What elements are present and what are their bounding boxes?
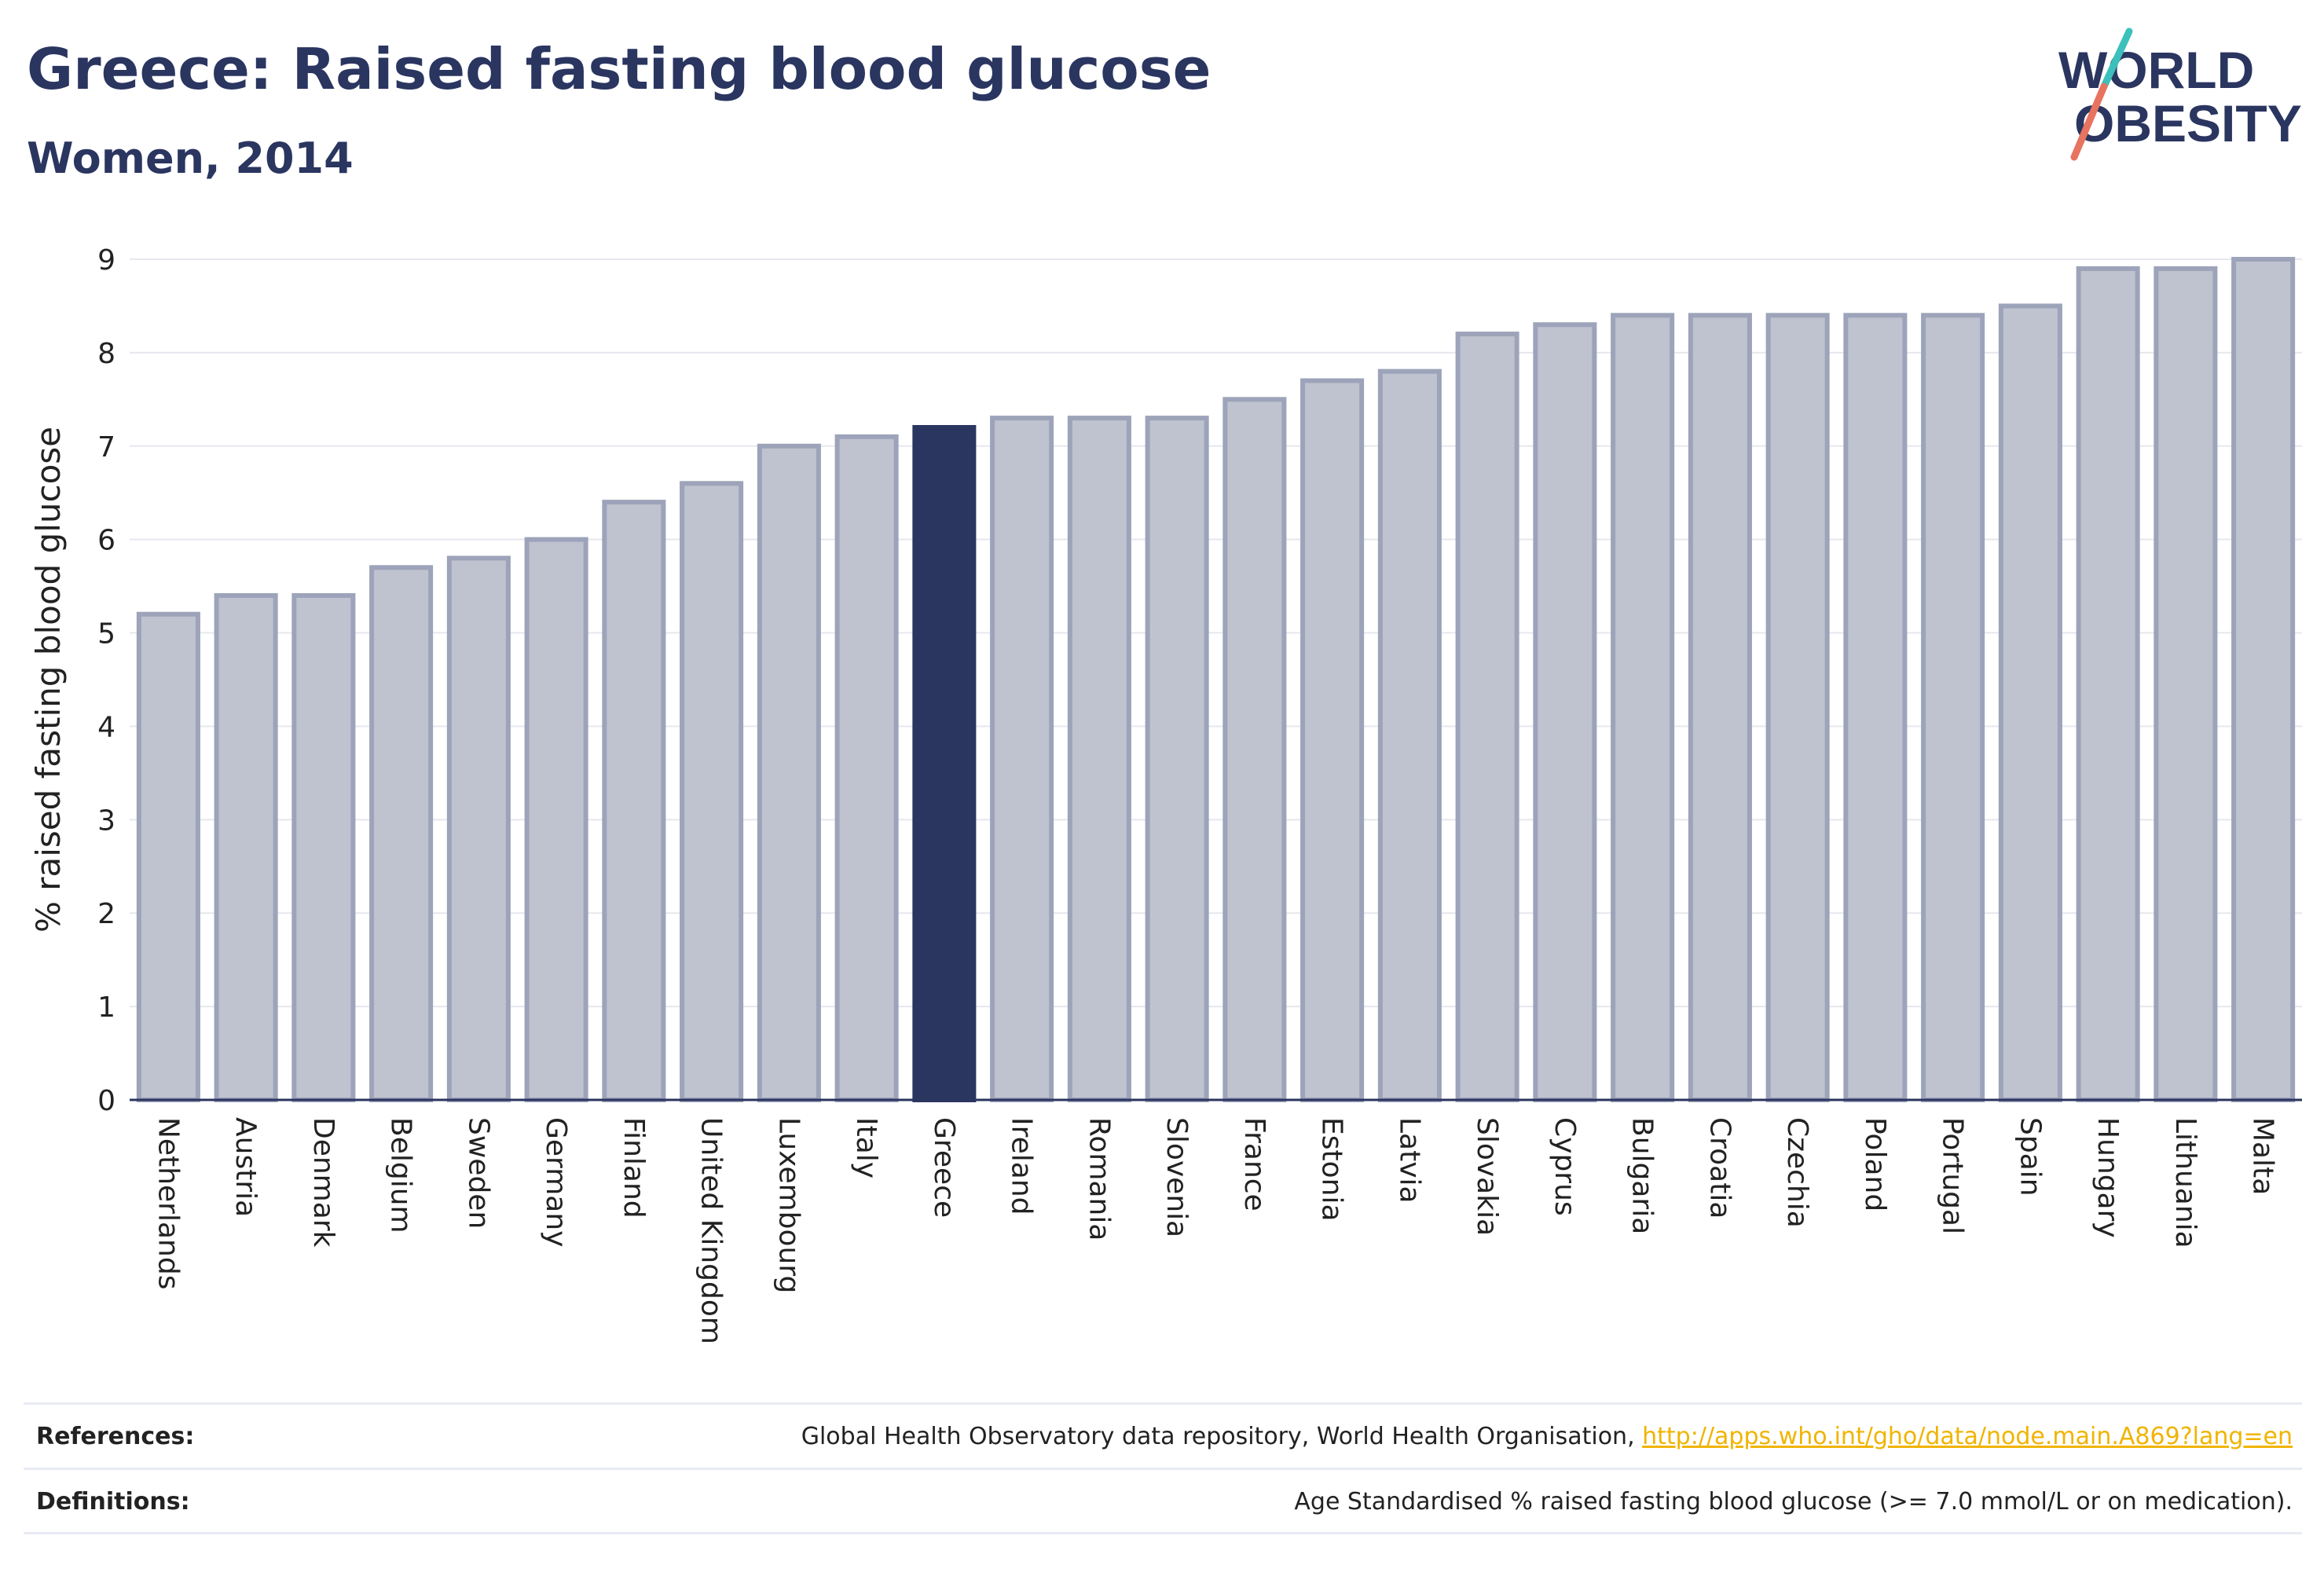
bar-portugal [1921,313,1985,1103]
x-tick-label: Denmark [307,1117,339,1248]
y-tick-labels: 0 1 2 3 4 5 6 7 8 9 [97,244,115,1117]
x-tick-label: Malta [2247,1117,2279,1195]
x-tick-label: Sweden [462,1117,494,1229]
bar-italy [834,434,899,1102]
y-tick-label: 1 [97,991,115,1024]
references-label: References: [36,1422,195,1450]
chart-subtitle: Women, 2014 [27,134,354,183]
bar-poland [1843,313,1908,1103]
x-tick-label: Italy [850,1117,882,1178]
bar-cyprus [1533,322,1597,1102]
definitions-label: Definitions: [36,1487,190,1516]
references-link[interactable]: http://apps.who.int/gho/data/node.main.A… [1642,1422,2293,1450]
x-tick-label: Croatia [1703,1117,1736,1219]
bar-estonia [1300,378,1365,1102]
x-tick-label: Spain [2014,1117,2046,1197]
x-tick-label: Hungary [2091,1117,2124,1238]
bar-bulgaria [1611,313,1675,1103]
bar-luxembourg [757,443,821,1102]
bar-france [1222,397,1287,1103]
logo-line2: OBESITY [2074,94,2302,152]
x-tick-label: Bulgaria [1626,1117,1659,1234]
bar-netherlands [136,611,200,1102]
x-tick-label: Portugal [1937,1117,1969,1234]
logo-slash-coral [2070,82,2108,161]
x-tick-label: Romania [1083,1117,1115,1241]
x-tick-label: Luxembourg [772,1117,805,1293]
y-tick-label: 2 [97,898,115,930]
x-tick-label: Estonia [1316,1117,1348,1222]
bar-lithuania [2154,266,2218,1102]
y-tick-label: 9 [97,244,115,277]
bar-belgium [369,565,434,1102]
x-tick-label: Ireland [1006,1117,1038,1215]
bar-croatia [1688,313,1752,1103]
logo-slash-teal [2100,27,2133,90]
y-tick-label: 7 [97,431,115,464]
x-tick-label: Finland [618,1117,650,1219]
bar-sweden [446,555,511,1102]
bar-latvia [1377,368,1442,1102]
x-tick-label: Cyprus [1549,1117,1581,1216]
x-tick-label: Netherlands [152,1117,184,1289]
x-tick-label: Lithuania [2169,1117,2201,1248]
y-tick-label: 3 [97,804,115,837]
x-tick-label: France [1238,1117,1270,1211]
y-tick-label: 5 [97,618,115,651]
bar-slovakia [1455,332,1519,1103]
x-tick-label: Latvia [1393,1117,1425,1204]
bar-denmark [291,593,356,1102]
chart-title: Greece: Raised fasting blood glucose [27,36,1211,102]
bar-slovenia [1145,416,1209,1102]
bar-chart: 0 1 2 3 4 5 6 7 8 9 Netherlands Austria Denmark Belg… [29,244,2302,1344]
references-text: Global Health Observatory data repositor… [801,1422,1643,1450]
definitions-value: Age Standardised % raised fasting blood … [1294,1487,2293,1516]
x-tick-label: Germany [540,1117,572,1247]
footer-divider [24,1532,2302,1534]
bars [136,257,2296,1103]
x-tick-label: Greece [928,1117,960,1218]
y-tick-label: 0 [97,1085,115,1117]
logo-line1: WORLD [2058,41,2254,99]
y-tick-label: 8 [97,338,115,370]
world-obesity-logo: WORLD OBESITY [2058,27,2302,161]
references-row: References: Global Health Observatory da… [24,1402,2302,1468]
x-tick-label: Slovenia [1160,1117,1193,1237]
y-tick-label: 4 [97,711,115,743]
bar-austria [214,593,278,1102]
x-tick-labels: Netherlands Austria Denmark Belgium Sweden Ge… [152,1117,2278,1344]
x-tick-label: Belgium [385,1117,417,1233]
bar-czechia [1765,313,1830,1103]
x-tick-label: Slovakia [1471,1117,1503,1236]
bar-spain [1998,303,2062,1102]
x-tick-label: Czechia [1781,1117,1813,1228]
bar-finland [602,500,666,1102]
bar-romania [1067,416,1131,1102]
bar-germany [524,537,588,1102]
references-value: Global Health Observatory data repositor… [801,1423,2302,1450]
bar-ireland [990,416,1054,1102]
x-tick-label: United Kingdom [695,1117,728,1344]
bar-greece [912,425,977,1102]
definitions-row: Definitions: Age Standardised % raised f… [24,1468,2302,1533]
bar-malta [2231,257,2296,1102]
bar-hungary [2076,266,2140,1102]
x-tick-label: Poland [1859,1117,1891,1211]
x-tick-label: Austria [229,1117,262,1217]
y-axis-title: % raised fasting blood glucose [29,427,68,933]
y-tick-label: 6 [97,525,115,557]
bar-united-kingdom [680,481,744,1102]
